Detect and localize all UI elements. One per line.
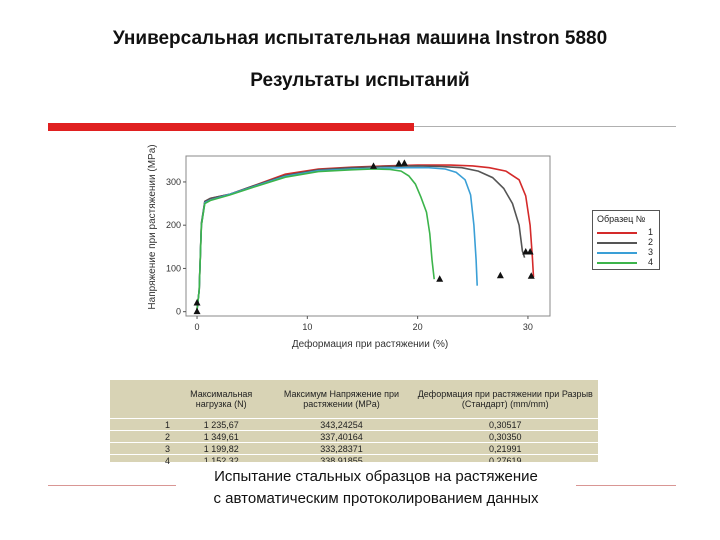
legend-item: 2 <box>597 237 657 247</box>
x-tick-label: 20 <box>413 322 423 332</box>
legend-swatch <box>597 262 637 264</box>
legend-label: 4 <box>647 257 653 267</box>
break-point-marker <box>370 162 378 169</box>
legend-label: 2 <box>647 237 653 247</box>
legend-label: 1 <box>647 227 653 237</box>
chart-axes <box>185 155 551 317</box>
x-tick-label: 10 <box>302 322 312 332</box>
table-cell-strain: 0,27619 <box>412 454 598 466</box>
chart-series <box>196 164 535 311</box>
table-row: 3 1 199,82 333,28371 0,21991 <box>110 442 598 455</box>
table-header-max-stress: Максимум Напряжение при растяжении (MPa) <box>283 389 400 409</box>
table-cell-strain: 0,30517 <box>412 418 598 431</box>
table-row: 2 1 349,61 337,40164 0,30350 <box>110 430 598 443</box>
table-row: 4 1 152,32 338,91855 0,27619 <box>110 454 598 466</box>
accent-bar <box>48 123 414 131</box>
y-tick-label: 100 <box>166 263 181 273</box>
chart-panel: 0 10 20 30 0 100 200 300 Деформация при растяже… <box>98 134 664 380</box>
x-tick-label: 0 <box>195 322 200 332</box>
series-line-2 <box>196 165 526 310</box>
plot-frame <box>185 155 551 317</box>
break-point-marker <box>395 159 403 167</box>
table-cell-index: 4 <box>110 454 172 466</box>
legend-swatch <box>597 232 637 234</box>
table-row: 1 1 235,67 343,24254 0,30517 <box>110 418 598 431</box>
legend-item: 1 <box>597 227 657 237</box>
slide-title: Универсальная испытательная машина Instr… <box>112 28 608 49</box>
legend-title: Образец № <box>597 214 646 224</box>
slide-subtitle: Результаты испытаний <box>250 70 470 91</box>
chart-markers <box>193 159 535 315</box>
caption-line-2: с автоматическим протоколированием данны… <box>213 490 539 507</box>
y-tick-label: 200 <box>166 220 181 230</box>
legend-item: 4 <box>597 257 657 267</box>
break-point-marker <box>436 275 444 282</box>
y-tick-label: 0 <box>176 307 181 317</box>
caption-line-1: Испытание стальных образцов на растяжени… <box>214 468 538 485</box>
table-header-max-load: Максимальная нагрузка (N) <box>190 389 253 409</box>
break-point-marker <box>400 159 408 166</box>
x-axis-label: Деформация при растяжении (%) <box>292 338 448 350</box>
legend-swatch <box>597 242 637 244</box>
results-table: Максимальная нагрузка (N) Максимум Напря… <box>110 380 598 466</box>
table-cell-load: 1 199,82 <box>172 442 271 455</box>
table-cell-load: 1 152,32 <box>172 454 271 466</box>
y-tick-label: 300 <box>166 177 181 187</box>
table-header-strain: Деформация при растяжении при Разрыв (Ст… <box>417 389 593 409</box>
y-axis-label: Напряжение при растяжении (MPa) <box>147 144 158 309</box>
table-header-row: Максимальная нагрузка (N) Максимум Напря… <box>110 380 598 419</box>
table-cell-stress: 337,40164 <box>270 430 413 443</box>
table-cell-strain: 0,30350 <box>412 430 598 443</box>
break-point-marker <box>527 272 535 279</box>
break-point-marker <box>193 299 201 306</box>
x-tick-label: 30 <box>523 322 533 332</box>
table-cell-strain: 0,21991 <box>412 442 598 455</box>
table-header-index <box>110 380 172 419</box>
break-point-marker <box>526 248 534 255</box>
break-point-marker <box>193 307 201 315</box>
break-point-marker <box>496 271 504 279</box>
break-point-marker <box>522 248 530 255</box>
table-cell-index: 2 <box>110 430 172 443</box>
legend-item: 3 <box>597 247 657 257</box>
table-cell-stress: 333,28371 <box>270 442 413 455</box>
results-table-panel: Максимальная нагрузка (N) Максимум Напря… <box>110 380 598 466</box>
table-cell-load: 1 235,67 <box>172 418 271 431</box>
accent-line <box>414 126 676 127</box>
table-cell-index: 1 <box>110 418 172 431</box>
table-cell-index: 3 <box>110 442 172 455</box>
series-line-4 <box>196 168 435 311</box>
legend-label: 3 <box>647 247 653 257</box>
legend-swatch <box>597 252 637 254</box>
caption-background <box>176 462 576 510</box>
table-cell-stress: 338,91855 <box>270 454 413 466</box>
table-cell-stress: 343,24254 <box>270 418 413 431</box>
table-cell-load: 1 349,61 <box>172 430 271 443</box>
